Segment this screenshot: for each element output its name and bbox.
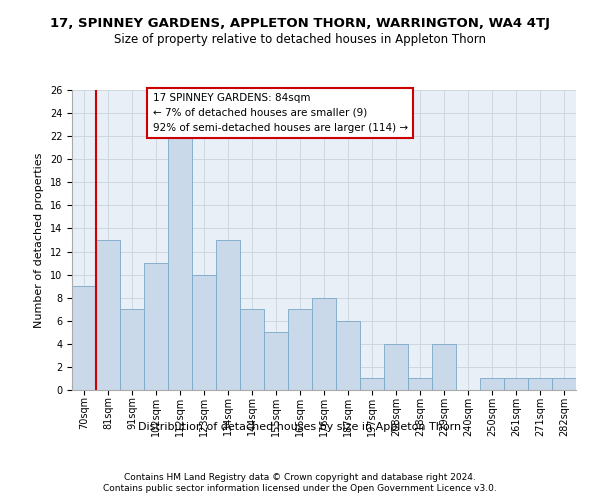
Text: 17 SPINNEY GARDENS: 84sqm
← 7% of detached houses are smaller (9)
92% of semi-de: 17 SPINNEY GARDENS: 84sqm ← 7% of detach… <box>152 93 408 132</box>
Text: 17, SPINNEY GARDENS, APPLETON THORN, WARRINGTON, WA4 4TJ: 17, SPINNEY GARDENS, APPLETON THORN, WAR… <box>50 18 550 30</box>
Y-axis label: Number of detached properties: Number of detached properties <box>34 152 44 328</box>
Bar <box>72 286 96 390</box>
Bar <box>504 378 528 390</box>
Bar <box>384 344 408 390</box>
Bar <box>240 309 264 390</box>
Bar <box>264 332 288 390</box>
Bar <box>312 298 336 390</box>
Bar <box>120 309 144 390</box>
Bar <box>288 309 312 390</box>
Bar <box>552 378 576 390</box>
Bar <box>408 378 432 390</box>
Text: Contains HM Land Registry data © Crown copyright and database right 2024.: Contains HM Land Registry data © Crown c… <box>124 472 476 482</box>
Bar <box>192 274 216 390</box>
Bar <box>144 263 168 390</box>
Bar <box>96 240 120 390</box>
Bar <box>168 136 192 390</box>
Text: Contains public sector information licensed under the Open Government Licence v3: Contains public sector information licen… <box>103 484 497 493</box>
Text: Size of property relative to detached houses in Appleton Thorn: Size of property relative to detached ho… <box>114 32 486 46</box>
Bar <box>360 378 384 390</box>
Bar <box>528 378 552 390</box>
Bar <box>336 321 360 390</box>
Bar <box>480 378 504 390</box>
Bar <box>432 344 456 390</box>
Text: Distribution of detached houses by size in Appleton Thorn: Distribution of detached houses by size … <box>139 422 461 432</box>
Bar <box>216 240 240 390</box>
